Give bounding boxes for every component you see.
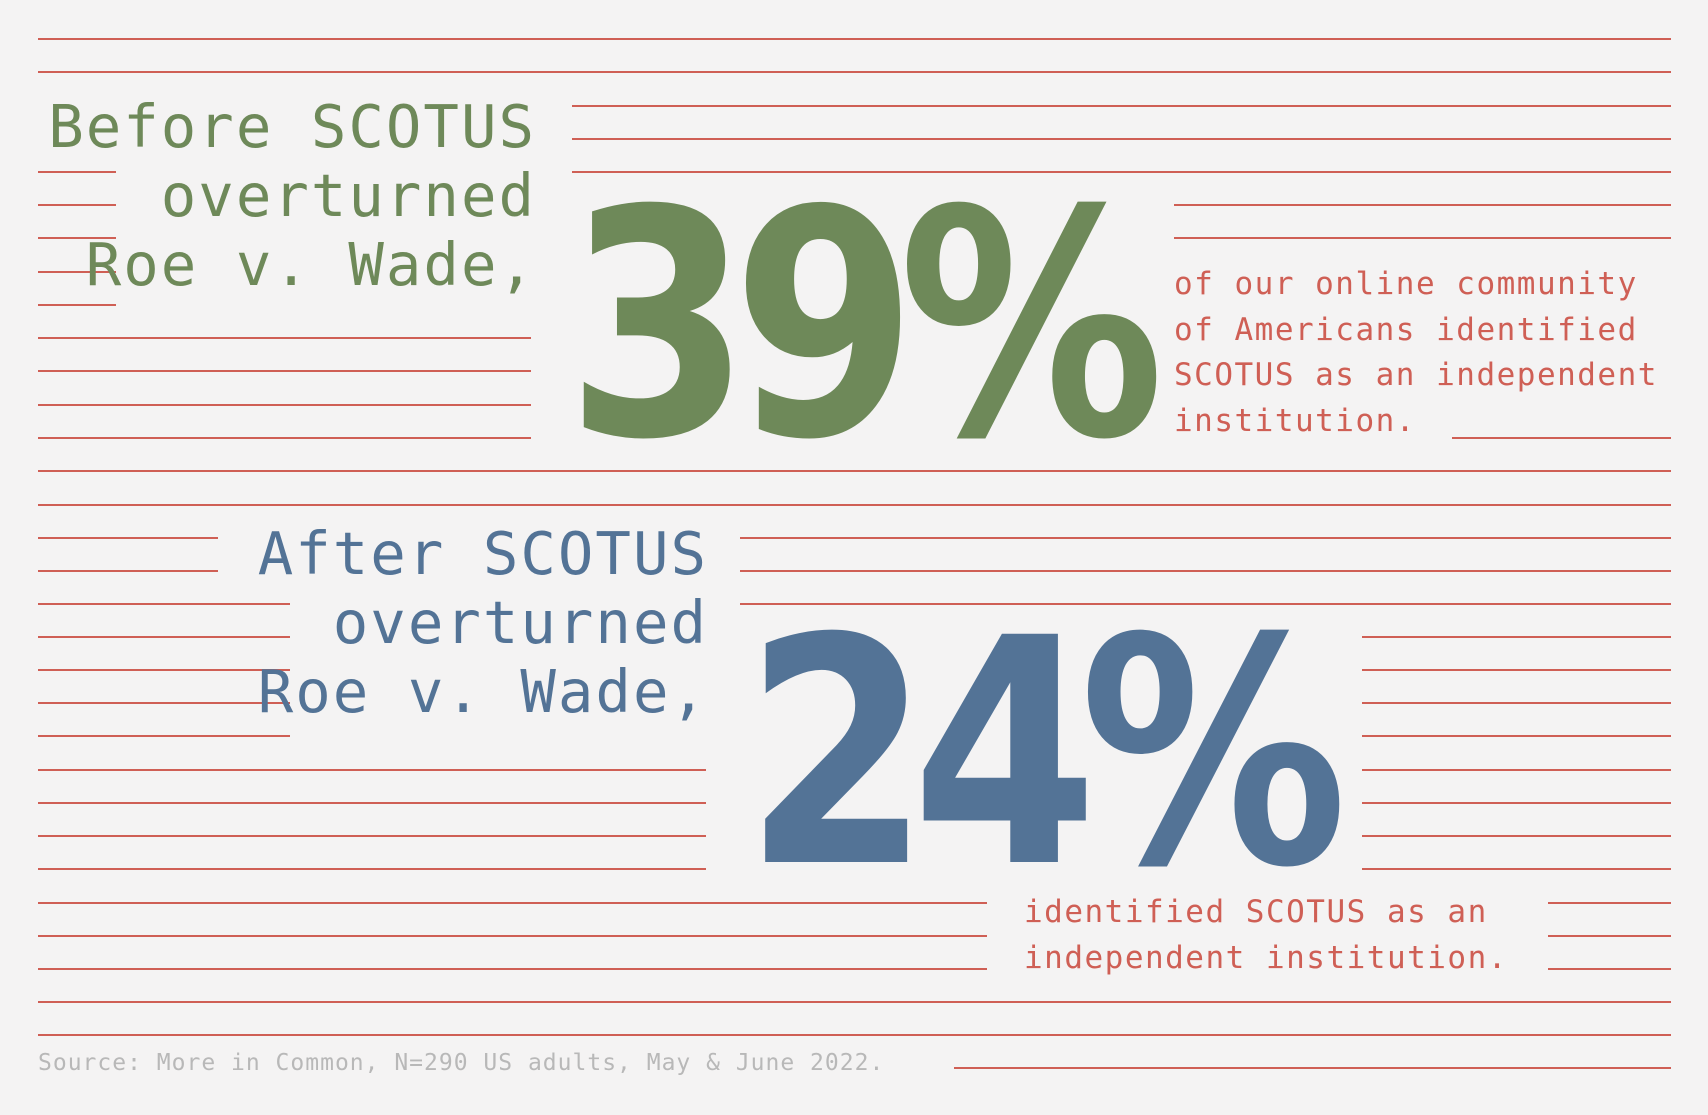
rule-line [38, 171, 116, 173]
rule-line [38, 902, 987, 904]
rule-line [38, 304, 116, 306]
rule-line [38, 271, 116, 273]
after-heading: After SCOTUS overturned Roe v. Wade, [258, 519, 708, 726]
before-description-line-1: of our online community [1174, 266, 1638, 302]
after-heading-line-1: After SCOTUS [257, 519, 708, 588]
rule-line [38, 370, 531, 372]
rule-line [38, 669, 290, 671]
rule-line [1174, 204, 1671, 206]
rule-line [1452, 437, 1671, 439]
rule-line [1362, 769, 1671, 771]
rule-line [1362, 802, 1671, 804]
rule-line [38, 237, 116, 239]
source-note: Source: More in Common, N=290 US adults,… [38, 1050, 885, 1076]
rule-line [954, 1067, 1671, 1069]
rule-line [572, 105, 1671, 107]
rule-line [38, 735, 290, 737]
before-description-line-2: of Americans identified [1174, 311, 1638, 348]
rule-line [1362, 669, 1671, 671]
rule-line [38, 437, 531, 439]
rule-line [38, 702, 290, 704]
rule-line [572, 138, 1671, 140]
after-heading-line-2: overturned [332, 588, 708, 657]
after-description-line-2: independent institution. [1024, 939, 1508, 976]
rule-line [1362, 702, 1671, 704]
rule-line [740, 570, 1671, 572]
rule-line [1362, 835, 1671, 837]
before-description-line-3: SCOTUS as an independent [1174, 357, 1658, 393]
before-heading-line-3: Roe v. Wade, [85, 230, 536, 299]
rule-line [38, 1001, 1671, 1003]
rule-line [38, 570, 218, 572]
before-description: of our online community of Americans ide… [1174, 262, 1658, 444]
after-stat: 24% [744, 572, 1348, 938]
rule-line [38, 835, 706, 837]
rule-line [1362, 735, 1671, 737]
after-description: identified SCOTUS as an independent inst… [1024, 890, 1508, 981]
before-heading: Before SCOTUS overturned Roe v. Wade, [48, 92, 536, 299]
rule-line [38, 404, 531, 406]
rule-line [38, 636, 290, 638]
rule-line [740, 603, 1671, 605]
rule-line [38, 1034, 1671, 1036]
rule-line [740, 537, 1671, 539]
after-description-line-1: identified SCOTUS as an [1024, 894, 1488, 930]
rule-line [38, 802, 706, 804]
rule-line [38, 204, 116, 206]
rule-line [1362, 868, 1671, 870]
rule-line [38, 504, 1671, 506]
rule-line [38, 603, 290, 605]
before-heading-line-2: overturned [160, 161, 536, 230]
rule-line [38, 470, 1671, 472]
rule-line [1174, 237, 1671, 239]
rule-line [38, 537, 218, 539]
before-description-line-4: institution. [1174, 402, 1416, 439]
before-stat: 39% [566, 144, 1165, 510]
rule-line [1362, 636, 1671, 638]
rule-line [38, 968, 987, 970]
rule-line [572, 171, 1671, 173]
rule-line [38, 769, 706, 771]
rule-line [38, 868, 706, 870]
rule-line [1548, 968, 1671, 970]
rule-line [1548, 935, 1671, 937]
rule-line [38, 71, 1671, 73]
rule-line [1548, 902, 1671, 904]
before-heading-line-1: Before SCOTUS [48, 92, 536, 161]
rule-line [38, 337, 531, 339]
rule-line [38, 935, 987, 937]
rule-line [38, 38, 1671, 40]
after-heading-line-3: Roe v. Wade, [257, 657, 708, 726]
